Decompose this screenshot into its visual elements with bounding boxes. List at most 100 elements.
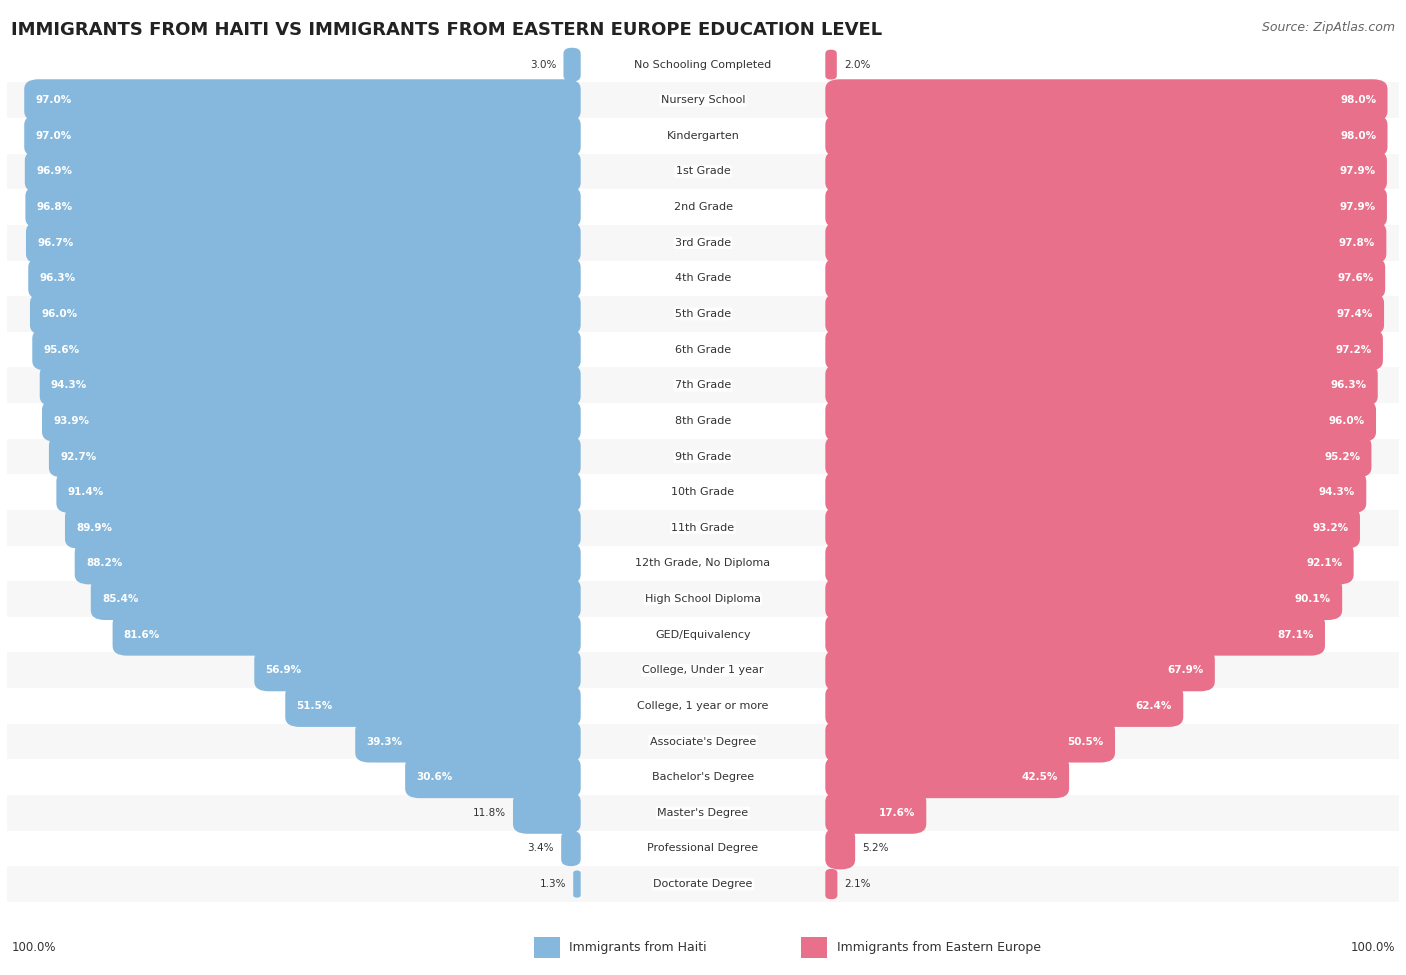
Text: Nursery School: Nursery School [661,96,745,105]
Bar [7,189,1399,225]
FancyBboxPatch shape [39,365,581,407]
Bar [7,546,1399,581]
FancyBboxPatch shape [825,365,1378,407]
Text: 97.9%: 97.9% [1340,167,1375,176]
Bar [7,866,1399,902]
FancyBboxPatch shape [825,150,1386,192]
Text: 3.4%: 3.4% [527,843,554,853]
Text: 4th Grade: 4th Grade [675,273,731,284]
FancyBboxPatch shape [49,436,581,478]
Text: Kindergarten: Kindergarten [666,131,740,140]
Bar [7,403,1399,439]
Text: 96.3%: 96.3% [39,273,76,284]
FancyBboxPatch shape [42,400,581,442]
Text: 97.9%: 97.9% [1340,202,1375,213]
Text: 5th Grade: 5th Grade [675,309,731,319]
Text: 17.6%: 17.6% [879,808,915,818]
Bar [801,937,827,958]
Text: GED/Equivalency: GED/Equivalency [655,630,751,640]
Text: 11th Grade: 11th Grade [672,523,734,532]
Text: 97.2%: 97.2% [1336,344,1372,355]
Text: 98.0%: 98.0% [1340,131,1376,140]
Text: 8th Grade: 8th Grade [675,416,731,426]
FancyBboxPatch shape [24,79,581,121]
Text: Bachelor's Degree: Bachelor's Degree [652,772,754,782]
Text: College, Under 1 year: College, Under 1 year [643,665,763,676]
Text: 96.3%: 96.3% [1330,380,1367,390]
Bar [7,154,1399,189]
Text: 39.3%: 39.3% [367,736,402,747]
Text: 1.3%: 1.3% [540,879,567,889]
Text: 50.5%: 50.5% [1067,736,1104,747]
Text: Immigrants from Haiti: Immigrants from Haiti [569,941,707,955]
Text: 51.5%: 51.5% [297,701,333,711]
FancyBboxPatch shape [91,578,581,620]
FancyBboxPatch shape [513,792,581,834]
Bar [7,368,1399,403]
Text: 97.6%: 97.6% [1337,273,1374,284]
Bar [7,332,1399,368]
Bar [7,688,1399,723]
Bar [7,831,1399,866]
FancyBboxPatch shape [32,329,581,370]
Text: 6th Grade: 6th Grade [675,344,731,355]
FancyBboxPatch shape [825,221,1386,264]
FancyBboxPatch shape [405,757,581,799]
Text: 87.1%: 87.1% [1277,630,1313,640]
Bar [7,47,1399,83]
FancyBboxPatch shape [825,578,1343,620]
Bar [7,83,1399,118]
FancyBboxPatch shape [825,115,1388,157]
Text: IMMIGRANTS FROM HAITI VS IMMIGRANTS FROM EASTERN EUROPE EDUCATION LEVEL: IMMIGRANTS FROM HAITI VS IMMIGRANTS FROM… [11,21,883,39]
Text: 97.8%: 97.8% [1339,238,1375,248]
Text: 92.1%: 92.1% [1306,559,1343,568]
Text: 56.9%: 56.9% [266,665,302,676]
FancyBboxPatch shape [825,186,1386,228]
FancyBboxPatch shape [564,48,581,82]
Text: Professional Degree: Professional Degree [647,843,759,853]
FancyBboxPatch shape [25,150,581,192]
FancyBboxPatch shape [254,649,581,691]
Text: High School Diploma: High School Diploma [645,594,761,604]
Text: 90.1%: 90.1% [1295,594,1331,604]
FancyBboxPatch shape [25,221,581,264]
Bar [7,510,1399,546]
FancyBboxPatch shape [65,507,581,549]
Text: 7th Grade: 7th Grade [675,380,731,390]
Text: 12th Grade, No Diploma: 12th Grade, No Diploma [636,559,770,568]
Bar [7,795,1399,831]
Text: 10th Grade: 10th Grade [672,488,734,497]
Text: 81.6%: 81.6% [124,630,160,640]
Bar [7,723,1399,760]
Text: 98.0%: 98.0% [1340,96,1376,105]
Bar [7,760,1399,795]
Text: No Schooling Completed: No Schooling Completed [634,59,772,69]
Text: 2.1%: 2.1% [845,879,870,889]
FancyBboxPatch shape [285,684,581,727]
Text: 2.0%: 2.0% [844,59,870,69]
FancyBboxPatch shape [356,721,581,762]
FancyBboxPatch shape [825,792,927,834]
FancyBboxPatch shape [25,186,581,228]
Text: 9th Grade: 9th Grade [675,451,731,461]
FancyBboxPatch shape [825,50,837,80]
FancyBboxPatch shape [75,542,581,584]
Text: 92.7%: 92.7% [60,451,97,461]
Text: Master's Degree: Master's Degree [658,808,748,818]
Text: 62.4%: 62.4% [1136,701,1173,711]
Text: 3rd Grade: 3rd Grade [675,238,731,248]
Text: 5.2%: 5.2% [862,843,889,853]
Text: 96.7%: 96.7% [37,238,73,248]
FancyBboxPatch shape [825,436,1371,478]
Text: 85.4%: 85.4% [103,594,138,604]
Text: 88.2%: 88.2% [86,559,122,568]
FancyBboxPatch shape [56,471,581,513]
Text: 1st Grade: 1st Grade [676,167,730,176]
Text: 93.2%: 93.2% [1313,523,1348,532]
FancyBboxPatch shape [825,721,1115,762]
Text: 11.8%: 11.8% [472,808,506,818]
FancyBboxPatch shape [825,649,1215,691]
Text: 42.5%: 42.5% [1022,772,1057,782]
Bar [7,652,1399,688]
FancyBboxPatch shape [825,471,1367,513]
